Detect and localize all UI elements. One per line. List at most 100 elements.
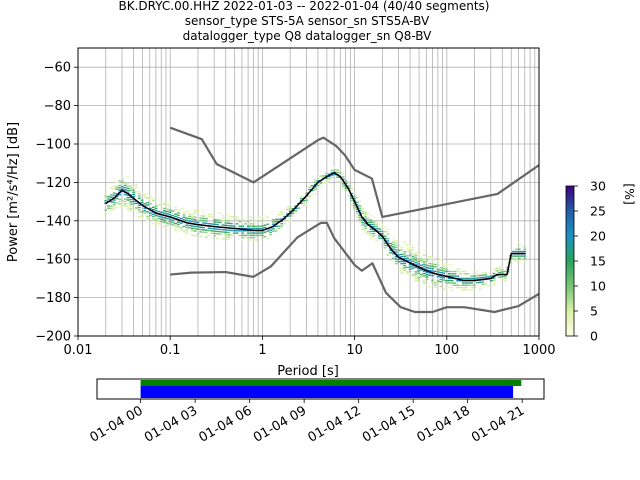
psd-density-cell <box>179 208 183 211</box>
psd-density-cell <box>174 208 177 211</box>
psd-density-cell <box>417 254 420 256</box>
psd-density-cell <box>436 271 440 273</box>
psd-density-cell <box>202 210 205 213</box>
psd-density-cell <box>213 230 217 232</box>
psd-density-cell <box>199 217 203 219</box>
psd-density-cell <box>428 255 432 258</box>
psd-density-cell <box>341 178 345 181</box>
psd-density-cell <box>123 205 127 207</box>
psd-density-cell <box>523 248 527 250</box>
psd-density-cell <box>414 257 418 259</box>
psd-density-cell <box>257 225 261 227</box>
psd-density-cell <box>422 270 426 272</box>
psd-density-cell <box>397 249 401 251</box>
availability-tick-label: 01-04 00 <box>87 403 145 445</box>
psd-density-cell <box>406 273 409 275</box>
psd-density-cell <box>517 255 521 257</box>
psd-density-cell <box>386 240 390 242</box>
psd-density-cell <box>163 226 166 228</box>
psd-density-cell <box>442 267 446 270</box>
psd-density-cell <box>112 187 116 190</box>
psd-density-cell <box>126 208 130 210</box>
psd-density-cell <box>260 216 264 218</box>
psd-density-cell <box>135 191 138 193</box>
psd-density-cell <box>520 255 524 257</box>
psd-density-cell <box>176 230 180 233</box>
psd-density-cell <box>372 232 376 235</box>
psd-density-cell <box>190 227 194 230</box>
psd-density-cell <box>375 223 379 225</box>
psd-density-cell <box>475 270 479 272</box>
psd-density-cell <box>333 171 337 173</box>
psd-density-cell <box>154 214 158 217</box>
y-tick-label: −120 <box>35 176 71 191</box>
psd-density-cell <box>207 234 211 236</box>
psd-density-cell <box>392 239 395 241</box>
psd-density-cell <box>425 271 429 274</box>
psd-density-cell <box>498 276 501 278</box>
psd-density-cell <box>202 217 205 220</box>
psd-density-cell <box>352 204 356 207</box>
psd-density-cell <box>305 199 309 201</box>
psd-density-cell <box>132 200 136 203</box>
psd-density-cell <box>143 203 147 205</box>
psd-density-cell <box>347 194 351 196</box>
psd-density-cell <box>453 284 457 287</box>
psd-density-cell <box>246 234 250 237</box>
psd-density-cell <box>386 231 390 233</box>
psd-density-cell <box>241 216 245 218</box>
psd-density-cell <box>470 284 474 287</box>
psd-density-cell <box>190 234 194 236</box>
psd-density-cell <box>213 235 217 237</box>
psd-density-cell <box>107 196 110 198</box>
psd-density-cell <box>179 217 183 220</box>
psd-density-cell <box>375 221 379 223</box>
psd-density-cell <box>400 260 404 263</box>
psd-density-cell <box>470 289 474 291</box>
psd-density-cell <box>283 215 286 218</box>
psd-density-cell <box>352 202 356 204</box>
psd-density-cell <box>271 223 275 225</box>
psd-density-cell <box>364 225 367 227</box>
psd-density-cell <box>333 166 337 169</box>
psd-density-cell <box>129 185 133 187</box>
psd-density-cell <box>227 229 231 231</box>
psd-density-cell <box>168 204 172 207</box>
psd-density-cell <box>453 270 457 273</box>
psd-density-cell <box>341 183 345 185</box>
psd-density-cell <box>249 234 253 237</box>
plot-background <box>78 48 539 336</box>
psd-density-cell <box>280 222 284 225</box>
psd-density-cell <box>358 200 362 202</box>
psd-density-cell <box>394 239 398 242</box>
psd-density-cell <box>227 220 231 222</box>
psd-density-cell <box>285 206 289 208</box>
psd-density-cell <box>266 230 270 232</box>
psd-density-cell <box>244 230 247 232</box>
psd-density-cell <box>347 180 351 183</box>
psd-density-cell <box>163 203 166 205</box>
psd-density-cell <box>428 272 432 274</box>
psd-density-cell <box>199 219 203 222</box>
psd-density-cell <box>408 247 412 250</box>
psd-density-cell <box>338 181 342 183</box>
psd-density-cell <box>355 197 359 199</box>
psd-density-cell <box>439 267 443 269</box>
psd-density-cell <box>291 208 295 210</box>
psd-density-cell <box>503 275 507 277</box>
psd-density-cell <box>442 288 446 290</box>
psd-density-cell <box>445 263 448 266</box>
psd-density-cell <box>123 198 127 200</box>
psd-density-cell <box>115 197 119 200</box>
psd-density-cell <box>369 230 373 233</box>
psd-density-cell <box>168 202 172 204</box>
psd-density-cell <box>431 258 434 261</box>
psd-density-cell <box>459 280 462 282</box>
psd-density-cell <box>288 219 292 222</box>
psd-density-cell <box>433 270 437 273</box>
psd-density-cell <box>512 257 515 260</box>
psd-density-cell <box>190 220 194 223</box>
psd-density-cell <box>227 238 231 241</box>
psd-density-cell <box>129 210 133 212</box>
x-tick-label: 100 <box>434 343 459 358</box>
